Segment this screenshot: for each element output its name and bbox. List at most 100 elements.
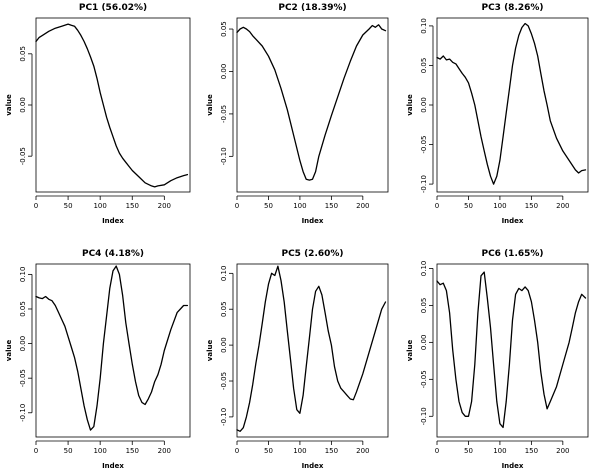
x-tick-label: 200 xyxy=(356,447,369,455)
x-axis-label: Index xyxy=(502,217,524,225)
x-tick-label: 200 xyxy=(158,202,171,210)
plot-frame xyxy=(436,17,589,193)
y-tick-label: 0.10 xyxy=(220,266,228,282)
y-axis: -0.05 0.00 0.05 xyxy=(19,46,33,165)
y-axis-label: value xyxy=(5,94,13,116)
x-axis-label: Index xyxy=(102,462,124,470)
panel-title: PC4 (4.18%) xyxy=(82,249,144,259)
plot-frame xyxy=(35,263,191,438)
x-axis: 0 50 100 150 200 xyxy=(34,440,171,455)
x-axis: 0 50 100 150 200 xyxy=(235,440,370,455)
panel-5: PC5 (2.60%) 0 50 100 150 200 Index -0.10 -0.05 0.… xyxy=(206,249,389,470)
y-axis: -0.10 -0.05 0.00 0.05 0.10 xyxy=(220,266,234,426)
x-axis: 0 50 100 150 200 xyxy=(235,195,370,210)
y-tick-label: 0.05 xyxy=(220,21,228,37)
y-tick-label: 0.10 xyxy=(19,267,27,283)
y-axis-label: value xyxy=(5,340,13,362)
y-tick-label: 0.05 xyxy=(420,298,428,314)
x-tick-label: 0 xyxy=(435,202,439,210)
plot-frame xyxy=(236,263,389,438)
x-tick-label: 50 xyxy=(64,202,73,210)
x-tick-label: 200 xyxy=(556,202,569,210)
y-tick-label: 0.10 xyxy=(420,18,428,34)
y-tick-label: 0.05 xyxy=(19,46,27,62)
panel-title: PC1 (56.02%) xyxy=(79,3,147,13)
x-tick-label: 150 xyxy=(325,447,338,455)
y-axis-label: value xyxy=(406,94,414,116)
x-tick-label: 50 xyxy=(264,202,273,210)
x-tick-label: 200 xyxy=(158,447,171,455)
y-tick-label: 0.05 xyxy=(19,301,27,317)
y-tick-label: 0.00 xyxy=(420,97,428,113)
x-tick-label: 200 xyxy=(356,202,369,210)
x-tick-label: 0 xyxy=(34,447,38,455)
x-tick-label: 50 xyxy=(64,447,73,455)
panel-2: PC2 (18.39%) 0 50 100 150 200 Index -0.10 -0.05 0… xyxy=(206,3,389,225)
x-tick-label: 50 xyxy=(464,447,473,455)
x-tick-label: 150 xyxy=(525,447,538,455)
x-tick-label: 100 xyxy=(293,202,306,210)
y-tick-label: 0.00 xyxy=(220,337,228,353)
y-axis-label: value xyxy=(406,340,414,362)
x-tick-label: 150 xyxy=(525,202,538,210)
series-line xyxy=(35,265,189,431)
x-axis: 0 50 100 150 200 xyxy=(435,195,570,210)
y-tick-label: -0.05 xyxy=(220,105,228,123)
panel-title: PC5 (2.60%) xyxy=(281,249,343,259)
x-tick-label: 100 xyxy=(493,447,506,455)
x-axis-label: Index xyxy=(502,462,524,470)
series-line xyxy=(35,23,189,188)
x-axis-label: Index xyxy=(102,217,124,225)
x-axis: 0 50 100 150 200 xyxy=(34,195,171,210)
y-tick-label: 0.00 xyxy=(19,97,27,113)
x-tick-label: 0 xyxy=(435,447,439,455)
series-line xyxy=(236,265,387,432)
series-line xyxy=(436,22,587,185)
plot-frame xyxy=(436,263,589,438)
plot-frame xyxy=(236,17,389,193)
y-axis: -0.10 -0.05 0.00 0.05 xyxy=(220,21,234,165)
y-tick-label: -0.10 xyxy=(19,404,27,422)
x-tick-label: 0 xyxy=(34,202,38,210)
y-tick-label: 0.00 xyxy=(420,335,428,351)
panel-title: PC6 (1.65%) xyxy=(481,249,543,259)
x-axis: 0 50 100 150 200 xyxy=(435,440,570,455)
series-line xyxy=(236,24,387,181)
y-tick-label: -0.10 xyxy=(420,407,428,425)
x-tick-label: 100 xyxy=(293,447,306,455)
plot-frame xyxy=(35,17,191,193)
y-tick-label: -0.05 xyxy=(420,370,428,388)
x-axis-label: Index xyxy=(302,462,324,470)
panel-1: PC1 (56.02%) 0 50 100 150 200 Index -0.05 0.00 0.… xyxy=(5,3,191,225)
y-axis: -0.10 -0.05 0.00 0.05 0.10 xyxy=(420,18,434,193)
x-tick-label: 200 xyxy=(556,447,569,455)
y-axis: -0.10 -0.05 0.00 0.05 0.10 xyxy=(420,261,434,425)
y-tick-label: 0.05 xyxy=(220,301,228,317)
x-tick-label: 100 xyxy=(93,202,106,210)
panel-6: PC6 (1.65%) 0 50 100 150 200 Index -0.10 -0.05 0.… xyxy=(406,249,589,470)
x-tick-label: 150 xyxy=(325,202,338,210)
panel-title: PC3 (8.26%) xyxy=(481,3,543,13)
y-tick-label: -0.10 xyxy=(420,175,428,193)
x-tick-label: 0 xyxy=(235,447,239,455)
y-tick-label: -0.05 xyxy=(220,372,228,390)
y-tick-label: -0.10 xyxy=(220,408,228,426)
x-tick-label: 150 xyxy=(126,447,139,455)
x-tick-label: 150 xyxy=(126,202,139,210)
y-tick-label: -0.05 xyxy=(19,369,27,387)
x-tick-label: 100 xyxy=(93,447,106,455)
x-tick-label: 0 xyxy=(235,202,239,210)
y-tick-label: -0.05 xyxy=(420,135,428,153)
x-tick-label: 50 xyxy=(464,202,473,210)
panel-3: PC3 (8.26%) 0 50 100 150 200 Index -0.10 -0.05 0.… xyxy=(406,3,589,225)
y-tick-label: -0.10 xyxy=(220,147,228,165)
y-tick-label: -0.05 xyxy=(19,147,27,165)
series-line xyxy=(436,271,587,429)
panel-title: PC2 (18.39%) xyxy=(278,3,346,13)
y-axis-label: value xyxy=(206,340,214,362)
y-tick-label: 0.00 xyxy=(19,336,27,352)
panel-4: PC4 (4.18%) 0 50 100 150 200 Index -0.10 -0.05 0.… xyxy=(5,249,191,470)
y-tick-label: 0.10 xyxy=(420,261,428,277)
y-axis-label: value xyxy=(206,94,214,116)
